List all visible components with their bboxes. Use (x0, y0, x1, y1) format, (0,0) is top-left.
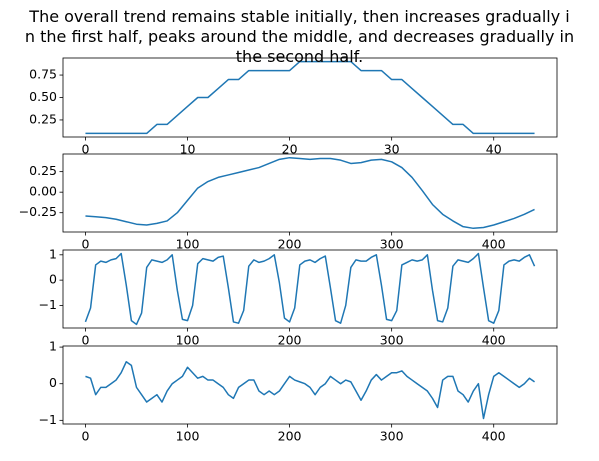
x-tick-label: 100 (176, 237, 200, 252)
x-tick-label: 0 (81, 237, 89, 252)
data-line (85, 60, 535, 135)
data-line (85, 156, 535, 230)
y-tick-label: 1 (49, 339, 57, 354)
x-tick-label: 20 (282, 142, 298, 157)
axes-frame (62, 345, 558, 425)
x-tick-label: 200 (278, 237, 302, 252)
y-tick-label: −0.25 (19, 204, 57, 219)
axes-frame (62, 57, 558, 138)
x-tick-label: 300 (380, 237, 404, 252)
y-tick-label: 0.75 (29, 67, 57, 82)
y-tick-label: 0 (49, 375, 57, 390)
x-tick-label: 40 (486, 142, 502, 157)
x-tick-label: 300 (380, 333, 404, 348)
data-line (85, 361, 535, 420)
y-tick-label: 1 (49, 246, 57, 261)
y-tick-label: −1 (39, 412, 57, 427)
x-tick-label: 300 (380, 429, 404, 444)
x-tick-label: 400 (482, 333, 506, 348)
x-tick-label: 200 (278, 429, 302, 444)
x-tick-label: 200 (278, 333, 302, 348)
y-tick-label: −1 (39, 297, 57, 312)
y-tick-label: 0.50 (29, 89, 57, 104)
y-tick-label: 0.00 (29, 184, 57, 199)
x-tick-label: 0 (81, 429, 89, 444)
y-tick-label: 0 (49, 272, 57, 287)
data-line (84, 252, 536, 326)
y-tick-label: 0.25 (29, 111, 57, 126)
x-tick-label: 0 (81, 333, 89, 348)
x-tick-label: 0 (81, 142, 89, 157)
axes-frame (62, 249, 558, 329)
axes-frame (62, 153, 558, 233)
x-tick-label: 30 (384, 142, 400, 157)
x-tick-label: 100 (176, 333, 200, 348)
x-tick-label: 10 (180, 142, 196, 157)
y-tick-label: 0.25 (29, 163, 57, 178)
x-tick-label: 100 (176, 429, 200, 444)
x-tick-label: 400 (482, 429, 506, 444)
x-tick-label: 400 (482, 237, 506, 252)
chart-title: The overall trend remains stable initial… (24, 7, 575, 66)
